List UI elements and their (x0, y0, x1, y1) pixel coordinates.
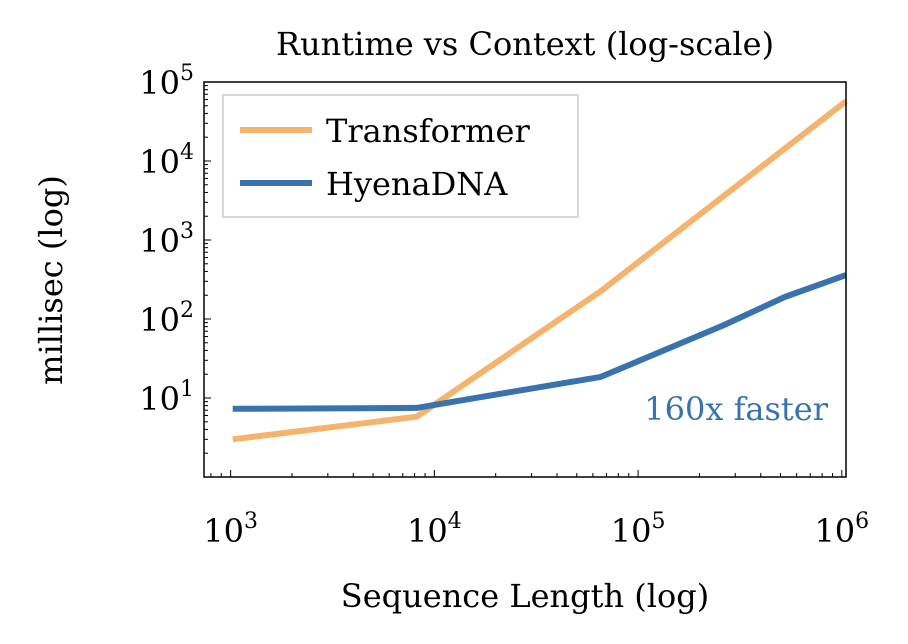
x-tick-label: 105 (611, 509, 666, 550)
y-axis-label: millisec (log) (32, 175, 70, 385)
x-tick-label: 106 (814, 509, 869, 550)
series-line-hyenadna (232, 272, 848, 412)
legend-label-hyenadna: HyenaDNA (326, 165, 508, 203)
annotation-160x-faster: 160x faster (644, 390, 828, 428)
chart-title: Runtime vs Context (log-scale) (276, 25, 774, 63)
x-tick-label: 104 (407, 509, 462, 550)
y-tick-label: 104 (139, 140, 194, 181)
series-line-transformer (232, 98, 848, 443)
legend: Transformer HyenaDNA (222, 94, 579, 218)
y-tick-label: 103 (139, 219, 194, 260)
y-tick-label: 101 (139, 377, 194, 418)
plot-frame (203, 81, 847, 478)
y-tick-label: 105 (139, 61, 194, 102)
legend-label-transformer: Transformer (326, 112, 530, 150)
x-tick-label: 103 (203, 509, 258, 550)
x-axis-label: Sequence Length (log) (341, 577, 709, 615)
y-tick-label: 102 (139, 298, 194, 339)
legend-box (222, 94, 579, 218)
